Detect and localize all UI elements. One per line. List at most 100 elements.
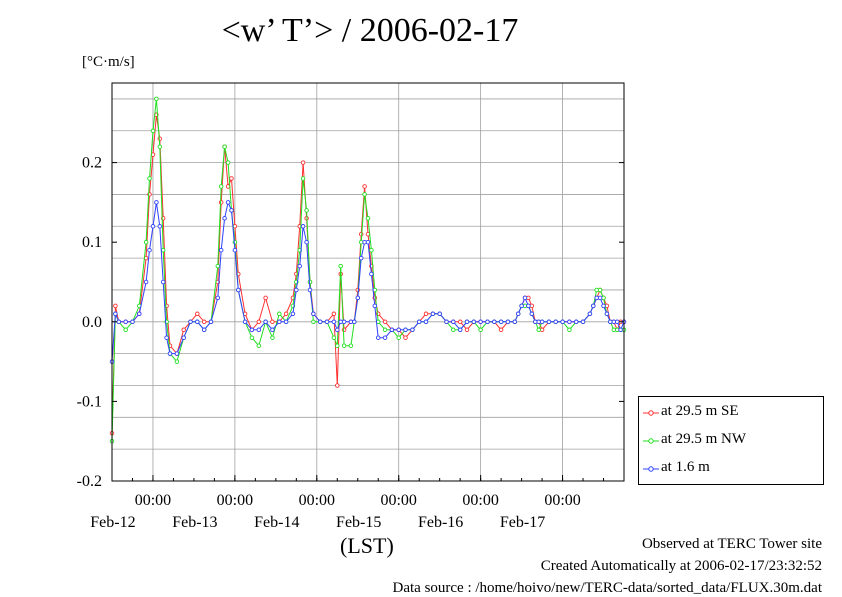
data-point xyxy=(444,319,449,325)
data-point xyxy=(294,287,299,293)
data-point xyxy=(218,200,224,205)
data-point xyxy=(362,192,367,197)
data-point xyxy=(300,224,306,229)
data-point xyxy=(451,327,456,333)
legend-dot-se xyxy=(648,410,654,416)
data-point xyxy=(290,311,296,317)
x-tick-date-label: Feb-12 xyxy=(90,514,135,531)
legend: at 29.5 m SE at 29.5 m NW at 1.6 m xyxy=(638,396,824,485)
data-point xyxy=(283,311,289,317)
data-point xyxy=(307,287,313,293)
data-point xyxy=(150,128,156,134)
x-tick-date-label: Feb-16 xyxy=(418,514,463,531)
data-point xyxy=(324,319,330,325)
data-point xyxy=(464,327,470,333)
data-point xyxy=(242,319,248,325)
data-point xyxy=(300,160,306,165)
series-0 xyxy=(109,112,627,436)
data-point xyxy=(270,335,275,340)
data-point xyxy=(249,327,255,333)
data-point xyxy=(341,327,347,333)
plot-frame xyxy=(111,82,625,482)
data-point xyxy=(283,319,289,325)
x-tick-time-label: 00:00 xyxy=(135,492,171,509)
data-point xyxy=(335,383,340,388)
legend-marker-se-icon xyxy=(643,410,659,416)
data-point xyxy=(297,263,302,269)
data-point xyxy=(317,319,323,325)
data-point xyxy=(478,319,483,325)
data-point xyxy=(181,327,186,333)
data-point xyxy=(157,224,163,229)
data-point xyxy=(130,319,135,325)
data-point xyxy=(464,319,470,325)
x-tick-date-label: Feb-13 xyxy=(172,514,217,531)
data-point xyxy=(201,327,207,333)
data-point xyxy=(160,247,166,253)
data-point xyxy=(331,319,337,325)
data-point xyxy=(365,239,371,245)
legend-marker-ground-icon xyxy=(643,466,659,472)
data-point xyxy=(335,327,340,333)
data-point xyxy=(147,176,152,181)
footer-created: Created Automatically at 2006-02-17/23:3… xyxy=(540,558,822,574)
data-point xyxy=(423,311,429,317)
series-1 xyxy=(109,96,627,444)
data-point xyxy=(229,176,234,181)
data-point xyxy=(331,311,337,317)
data-point xyxy=(229,208,234,213)
data-point xyxy=(515,311,521,317)
data-point xyxy=(403,327,408,333)
data-point xyxy=(471,319,477,325)
data-point xyxy=(457,327,463,333)
data-point xyxy=(430,311,436,317)
data-point xyxy=(256,327,262,333)
y-tick-label: -0.2 xyxy=(77,473,102,490)
data-point xyxy=(116,319,122,325)
data-point xyxy=(352,319,357,325)
data-point xyxy=(256,319,262,325)
data-point xyxy=(478,327,483,333)
data-point xyxy=(529,311,535,317)
data-point xyxy=(215,263,221,269)
data-point xyxy=(222,216,227,221)
data-point xyxy=(157,144,163,149)
series-line xyxy=(111,98,624,442)
data-point xyxy=(539,319,545,325)
x-tick-date-label: Feb-14 xyxy=(254,514,299,531)
data-point xyxy=(522,295,528,301)
data-point xyxy=(485,319,490,325)
data-point xyxy=(154,96,159,102)
data-point xyxy=(232,247,238,253)
legend-dot-nw xyxy=(648,438,654,444)
data-point xyxy=(457,319,463,325)
data-point xyxy=(601,303,606,309)
y-tick-label: -0.1 xyxy=(77,393,102,410)
data-point xyxy=(174,351,180,356)
legend-marker-nw-icon xyxy=(643,438,659,444)
data-point xyxy=(348,343,354,348)
y-tick-label: 0.2 xyxy=(82,155,102,172)
data-point xyxy=(573,319,579,325)
data-point xyxy=(365,216,371,221)
data-point xyxy=(256,343,262,348)
data-point xyxy=(498,319,504,325)
data-point xyxy=(369,247,374,253)
x-tick-time-label: 00:00 xyxy=(544,492,580,509)
data-point xyxy=(174,359,180,364)
data-point xyxy=(300,176,306,181)
data-point xyxy=(215,295,221,301)
data-point xyxy=(492,319,497,325)
data-point xyxy=(225,200,231,205)
data-point xyxy=(208,319,214,325)
data-point xyxy=(222,144,227,149)
data-point xyxy=(451,319,456,325)
x-tick-time-label: 00:00 xyxy=(380,492,416,509)
y-tick-label: 0.1 xyxy=(82,234,102,251)
x-tick-time-label: 00:00 xyxy=(217,492,253,509)
footer-site: Observed at TERC Tower site xyxy=(641,536,822,552)
data-point xyxy=(369,271,374,277)
data-point xyxy=(338,263,343,269)
data-point xyxy=(604,311,610,317)
footer-source: Data source : /home/hoivo/new/TERC-data/… xyxy=(392,580,823,596)
